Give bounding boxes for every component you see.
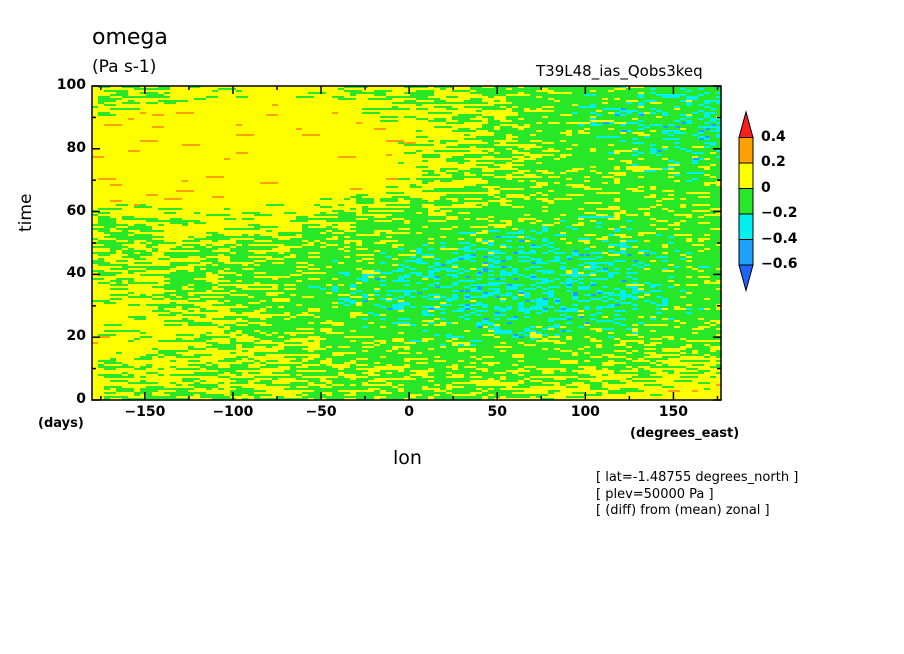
colorbar-label: 0 [761, 179, 771, 196]
colorbar-segment [738, 188, 754, 215]
x-axis-unit: (degrees_east) [630, 426, 740, 441]
x-tick-label: −100 [212, 404, 254, 420]
x-tick-label: 0 [404, 404, 415, 420]
y-axis-unit: (days) [38, 416, 84, 431]
annotation-lat: [ lat=-1.48755 degrees_north ] [596, 470, 799, 485]
y-tick-label: 20 [66, 328, 86, 345]
colorbar [738, 110, 754, 293]
annotation-diff: [ (diff) from (mean) zonal ] [596, 503, 770, 518]
y-tick-label: 80 [66, 139, 86, 156]
colorbar-label: 0.4 [761, 128, 786, 145]
run-name: T39L48_ias_Qobs3keq [536, 62, 703, 80]
x-tick-label: −50 [305, 404, 337, 420]
colorbar-label: −0.2 [761, 205, 798, 221]
y-tick-label: 0 [76, 391, 86, 407]
colorbar-segment [738, 264, 754, 293]
colorbar-segment [738, 110, 754, 138]
y-tick-label: 100 [56, 77, 86, 93]
colorbar-label: 0.2 [761, 154, 786, 170]
chart-title: omega [92, 25, 168, 50]
y-tick-label: 60 [66, 202, 86, 219]
chart-units: (Pa s-1) [92, 57, 157, 77]
x-tick-label: −150 [124, 404, 166, 420]
y-axis-label: time [16, 193, 36, 232]
y-tick-label: 40 [66, 265, 86, 282]
annotation-plev: [ plev=50000 Pa ] [596, 487, 714, 502]
colorbar-segment [738, 162, 754, 189]
x-axis-label: lon [393, 447, 422, 469]
x-tick-label: 50 [487, 404, 507, 420]
colorbar-segment [738, 239, 754, 266]
colorbar-segment [738, 213, 754, 240]
x-tick-label: 150 [658, 404, 689, 420]
x-tick-label: 100 [570, 404, 600, 420]
colorbar-label: −0.4 [761, 230, 798, 247]
axis-ticks [92, 85, 721, 401]
colorbar-label: −0.6 [761, 256, 798, 272]
heatmap-field [92, 86, 721, 400]
colorbar-segment [738, 137, 754, 164]
